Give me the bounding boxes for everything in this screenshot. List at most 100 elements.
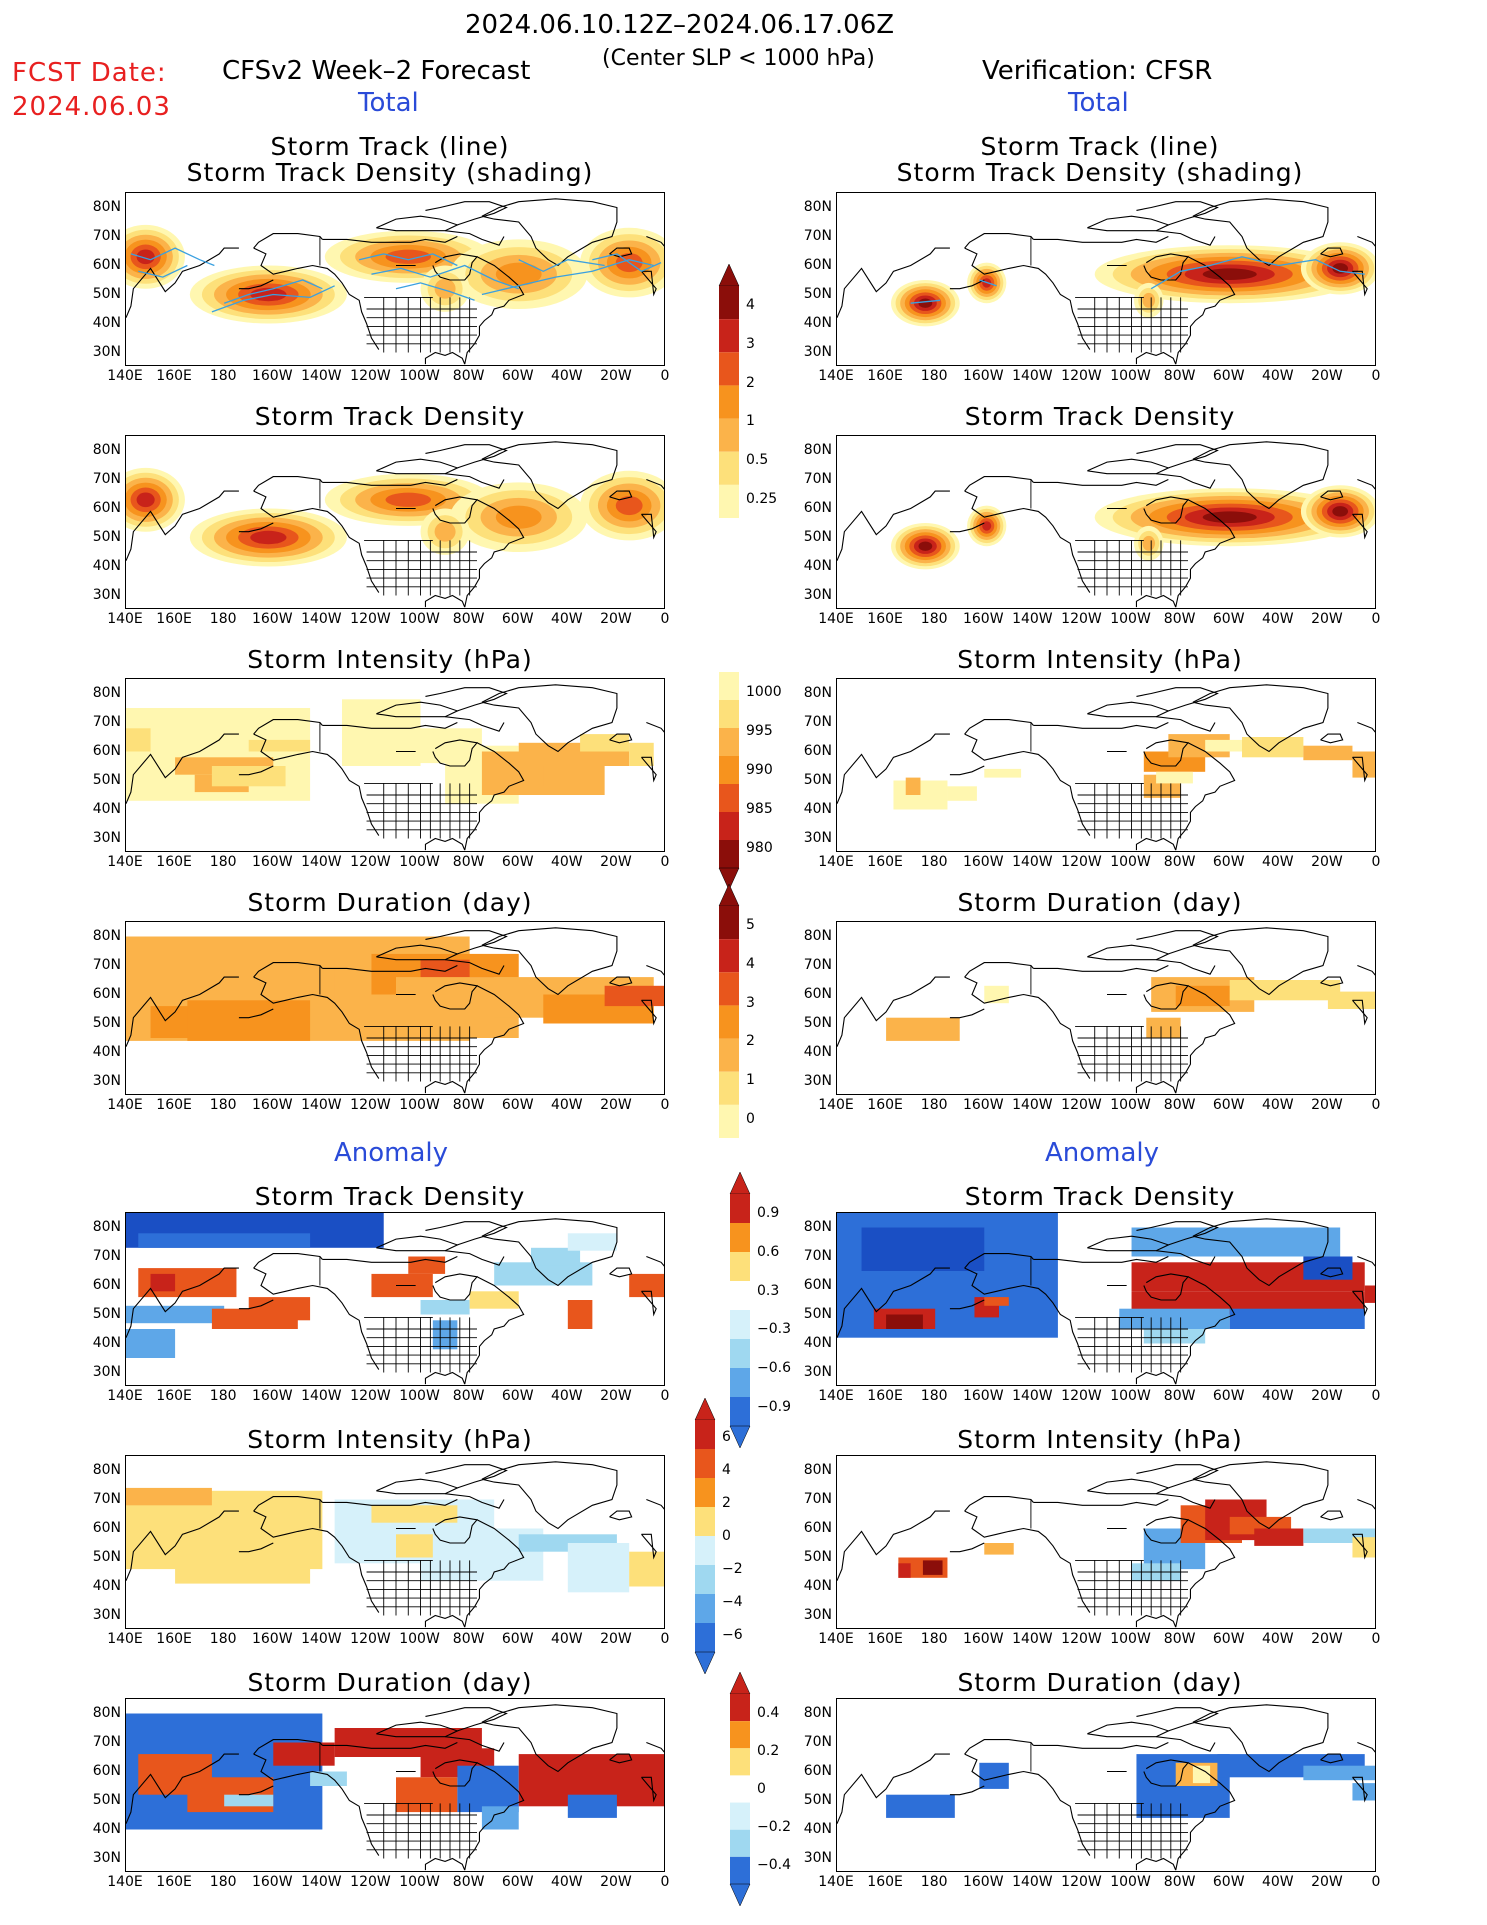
- lon-tick-label: 120W: [350, 1388, 391, 1404]
- lat-tick-label: 70N: [803, 1733, 832, 1750]
- lon-tick-label: 100W: [399, 611, 440, 627]
- lon-axis-labels: 140E 160E 180 160W 140W 120W 100W 80W 60W 40W 20W 0: [107, 368, 669, 388]
- lon-tick-label: 120W: [1061, 1388, 1102, 1404]
- lat-tick-label: 50N: [803, 285, 832, 302]
- colorbar-tick-label: −0.3: [757, 1321, 791, 1338]
- lat-tick-label: 30N: [803, 1072, 832, 1089]
- lon-tick-label: 160E: [867, 854, 903, 870]
- right-anom-density-title: Storm Track Density: [964, 1182, 1236, 1211]
- lon-tick-label: 20W: [600, 1097, 632, 1113]
- colorbar-tick-label: 0: [746, 1110, 755, 1127]
- lon-tick-label: 80W: [452, 1631, 485, 1647]
- lon-tick-label: 160W: [962, 368, 1004, 384]
- lat-tick-label: 80N: [92, 441, 121, 458]
- lon-tick-label: 80W: [1163, 611, 1196, 627]
- lon-tick-label: 40W: [1261, 368, 1294, 384]
- colorbar-tick-label: 985: [746, 801, 773, 818]
- colorbar-tick-label: 995: [746, 722, 773, 739]
- lon-tick-label: 120W: [1061, 1631, 1102, 1647]
- lon-tick-label: 140E: [107, 368, 143, 384]
- colorbar-tick-label: −4: [722, 1594, 743, 1611]
- verif-anom-density-map-svg: [837, 1213, 1375, 1385]
- lon-tick-label: 160E: [156, 1388, 192, 1404]
- lon-tick-label: 80W: [452, 1097, 485, 1113]
- lat-tick-label: 80N: [92, 198, 121, 215]
- lat-tick-label: 30N: [803, 1849, 832, 1866]
- lon-tick-label: 100W: [1110, 1388, 1151, 1404]
- lon-tick-label: 160E: [867, 1631, 903, 1647]
- lon-tick-label: 100W: [399, 1631, 440, 1647]
- lat-tick-label: 30N: [803, 1363, 832, 1380]
- lat-tick-label: 50N: [92, 528, 121, 545]
- lon-tick-label: 60W: [1212, 854, 1245, 870]
- left-track-title-1: Storm Track (line): [270, 132, 510, 161]
- lon-tick-label: 0: [1371, 368, 1381, 384]
- lon-axis-labels: 140E 160E 180 160W 140W 120W 100W 80W 60W 40W 20W 0: [818, 1874, 1380, 1894]
- lat-tick-label: 40N: [92, 314, 121, 331]
- lon-tick-label: 160W: [251, 611, 293, 627]
- lon-tick-label: 140E: [818, 611, 854, 627]
- lat-tick-label: 60N: [803, 256, 832, 273]
- lon-tick-label: 120W: [350, 611, 391, 627]
- lon-tick-label: 140W: [301, 1874, 342, 1890]
- lon-tick-label: 140W: [1012, 1631, 1053, 1647]
- lat-tick-label: 40N: [92, 1334, 121, 1351]
- colorbar-tick-label: 1000: [746, 683, 782, 700]
- lon-tick-label: 160W: [962, 1631, 1004, 1647]
- lat-tick-label: 40N: [92, 1577, 121, 1594]
- lon-tick-label: 0: [1371, 1097, 1381, 1113]
- colorbar-tick-label: 0.4: [757, 1705, 780, 1721]
- lat-tick-label: 40N: [803, 1043, 832, 1060]
- lon-tick-label: 160W: [251, 1388, 293, 1404]
- verif-anom-intensity-map-svg: [837, 1461, 1375, 1628]
- lat-tick-label: 40N: [803, 1334, 832, 1351]
- lat-tick-label: 30N: [803, 343, 832, 360]
- lat-tick-label: 30N: [92, 1363, 121, 1380]
- left-duration-title: Storm Duration (day): [247, 888, 533, 917]
- lon-axis-labels: 140E 160E 180 160W 140W 120W 100W 80W 60W 40W 20W 0: [107, 611, 669, 631]
- lon-tick-label: 160E: [156, 611, 192, 627]
- lat-tick-label: 40N: [803, 800, 832, 817]
- colorbar-tick-label: −0.9: [757, 1398, 791, 1415]
- lat-tick-label: 70N: [803, 713, 832, 730]
- lon-tick-label: 0: [660, 611, 670, 627]
- lon-tick-label: 140E: [818, 854, 854, 870]
- colorbar-tick-label: 0: [722, 1528, 731, 1544]
- fcst-anom-duration-map: [125, 1698, 665, 1872]
- lon-tick-label: 20W: [1311, 611, 1343, 627]
- colorbar-tick-label: −2: [722, 1561, 743, 1578]
- lat-axis-labels: 80N 70N 60N 50N 40N 30N: [81, 1212, 121, 1386]
- lon-tick-label: 160E: [867, 1388, 903, 1404]
- lon-tick-label: 40W: [1261, 854, 1294, 870]
- lat-tick-label: 70N: [803, 1247, 832, 1264]
- lat-tick-label: 80N: [803, 198, 832, 215]
- colorbar-tick-label: 5: [746, 917, 755, 934]
- colorbar-tick-label: 1: [746, 413, 755, 430]
- lat-axis-labels: 80N 70N 60N 50N 40N 30N: [81, 678, 121, 852]
- lon-tick-label: 140E: [107, 1097, 143, 1113]
- verification-title: Verification: CFSR: [982, 56, 1213, 86]
- lat-tick-label: 80N: [92, 1461, 121, 1478]
- lon-tick-label: 40W: [1261, 1097, 1294, 1113]
- lat-tick-label: 60N: [803, 742, 832, 759]
- lat-tick-label: 70N: [92, 1490, 121, 1507]
- lat-axis-labels: 80N 70N 60N 50N 40N 30N: [792, 921, 832, 1095]
- lon-tick-label: 20W: [1311, 1874, 1343, 1890]
- fcst-anom-density-map-svg: [126, 1213, 664, 1385]
- fcst-date-label: FCST Date:: [12, 58, 167, 88]
- lat-tick-label: 40N: [803, 557, 832, 574]
- lon-tick-label: 140W: [301, 1097, 342, 1113]
- fcst-duration-map: [125, 921, 665, 1095]
- lat-tick-label: 30N: [92, 1072, 121, 1089]
- right-anom-duration-title: Storm Duration (day): [957, 1668, 1243, 1697]
- lon-tick-label: 0: [1371, 1874, 1381, 1890]
- lon-tick-label: 100W: [1110, 611, 1151, 627]
- left-anom-duration-title: Storm Duration (day): [247, 1668, 533, 1697]
- lon-tick-label: 20W: [600, 611, 632, 627]
- lon-tick-label: 80W: [452, 1874, 485, 1890]
- lon-tick-label: 40W: [1261, 1388, 1294, 1404]
- lon-tick-label: 20W: [600, 368, 632, 384]
- lat-axis-labels: 80N 70N 60N 50N 40N 30N: [81, 192, 121, 366]
- lon-tick-label: 100W: [1110, 1097, 1151, 1113]
- lon-tick-label: 0: [660, 1097, 670, 1113]
